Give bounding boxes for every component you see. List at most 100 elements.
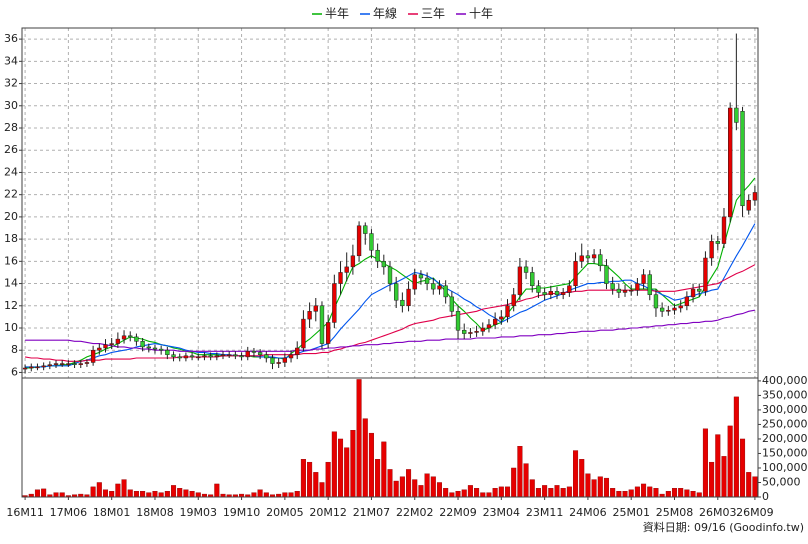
x-tick-label: 25M01	[612, 506, 650, 519]
candle-body	[567, 285, 572, 293]
candle-body	[604, 265, 609, 284]
volume-bar	[740, 438, 746, 498]
volume-bar	[189, 490, 195, 498]
volume-bar	[603, 477, 609, 498]
volume-bar	[480, 492, 486, 498]
candle-body	[474, 331, 479, 333]
axes: 6 8 10 12 14 16 18 20 22 24 26 28 30 32 34 36 0 50,000100…	[4, 32, 808, 519]
volume-bar	[449, 492, 455, 498]
volume-bar	[702, 428, 708, 498]
volume-bar	[418, 485, 424, 498]
volume-bar	[406, 469, 412, 498]
candle-body	[684, 296, 690, 307]
candle-body	[622, 289, 628, 293]
x-tick-label: 16M11	[6, 506, 44, 519]
candle-body	[629, 289, 634, 292]
y-tick-label: 16	[4, 254, 18, 267]
volume-bar	[461, 489, 467, 498]
candle-body	[356, 225, 362, 257]
volume-bar	[288, 492, 294, 498]
volume-bar	[251, 492, 257, 498]
volume-bar	[591, 479, 597, 498]
volume-bar	[356, 379, 362, 498]
candle-body	[542, 292, 547, 295]
volume-bar	[140, 490, 146, 498]
volume-bar	[622, 490, 628, 498]
candle-body	[47, 364, 52, 367]
candle-body	[536, 285, 541, 293]
volume-bar	[566, 486, 572, 498]
volume-bar	[665, 490, 671, 498]
volume-bar	[109, 490, 115, 498]
volume-bar	[183, 489, 189, 498]
volume-bar	[307, 461, 313, 498]
y-tick-label: 18	[4, 232, 18, 245]
candle-body	[746, 199, 751, 211]
legend: 半年 年線 三年 十年	[312, 6, 493, 21]
ma-line	[25, 309, 755, 352]
volume-bar	[294, 490, 300, 498]
candle-body	[282, 357, 288, 363]
candle-body	[616, 288, 622, 293]
y-tick-label: 12	[4, 299, 18, 312]
x-tick-label: 19M10	[223, 506, 261, 519]
volume-bar	[115, 483, 121, 498]
volume-bar	[752, 476, 758, 498]
volume-bar	[634, 486, 640, 498]
y-tick-label: 10	[4, 321, 18, 334]
y-tick-label: 20	[4, 210, 18, 223]
candle-body	[208, 355, 213, 358]
volume-bar	[715, 434, 721, 498]
candle-body	[189, 355, 195, 358]
volume-bar	[443, 488, 449, 498]
volume-bar	[319, 482, 325, 498]
volume-bar	[90, 486, 96, 498]
x-tick-label: 22M09	[439, 506, 477, 519]
volume-bar	[455, 490, 461, 498]
candle-body	[486, 324, 492, 329]
volume-bar	[381, 441, 387, 498]
candle-body	[412, 274, 417, 290]
x-tick-label: 24M06	[569, 506, 607, 519]
candle-body	[573, 261, 578, 287]
candle-body	[239, 355, 244, 358]
candle-body	[72, 363, 77, 365]
candle-body	[462, 329, 467, 334]
candle-body	[78, 363, 83, 365]
volume-bar	[517, 446, 523, 498]
x-tick-label: 18M08	[136, 506, 174, 519]
volume-bar	[709, 461, 715, 498]
volume-bar	[504, 486, 511, 498]
candle-body	[381, 261, 386, 268]
candle-body	[227, 354, 232, 356]
candle-body	[319, 305, 325, 344]
candle-body	[363, 225, 368, 234]
candle-body	[270, 357, 275, 364]
volume-bar	[554, 485, 560, 498]
volume-bar	[257, 489, 263, 498]
x-tick-label: 26M09	[736, 506, 774, 519]
x-tick-label: 20M12	[309, 506, 347, 519]
candle-body	[350, 255, 356, 268]
legend-label: 年線	[373, 6, 397, 21]
volume-bar	[171, 485, 177, 498]
volume-bar	[34, 489, 40, 498]
legend-label: 十年	[469, 7, 493, 21]
volume-panel	[22, 379, 758, 498]
volume-tick-label: 0	[762, 490, 769, 503]
candle-body	[251, 351, 257, 353]
volume-bar	[727, 425, 733, 498]
volume-tick-label: 350,000	[762, 388, 808, 401]
volume-bar	[628, 489, 634, 498]
volume-bar	[195, 492, 201, 498]
volume-bar	[647, 486, 653, 498]
candle-body	[128, 335, 133, 338]
candle-body	[585, 255, 591, 259]
candle-body	[97, 347, 102, 351]
candle-body	[375, 249, 380, 262]
volume-bar	[177, 488, 183, 498]
candle-body	[728, 107, 733, 218]
candle-body	[424, 277, 430, 284]
volume-bar	[511, 467, 517, 498]
